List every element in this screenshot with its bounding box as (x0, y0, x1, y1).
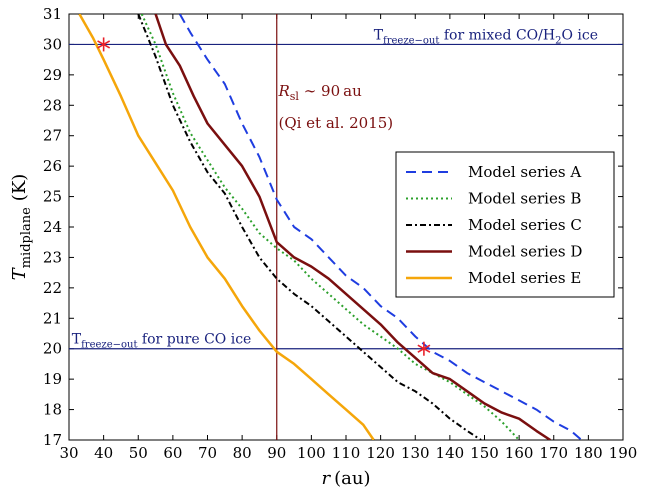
x-tick-label: 150 (470, 444, 499, 462)
y-tick-label: 31 (43, 5, 62, 23)
vline-label: Rsl ∼ 90 au (277, 82, 362, 103)
y-tick-label: 26 (43, 157, 62, 175)
x-tick-label: 40 (94, 444, 113, 462)
x-tick-label: 60 (163, 444, 182, 462)
y-tick-label: 28 (43, 96, 62, 114)
y-tick-label: 20 (43, 340, 62, 358)
hline-label-mixed: Tfreeze−out for mixed CO/H2O ice (374, 27, 598, 46)
vline-ref-label: (Qi et al. 2015) (278, 114, 393, 132)
x-tick-label: 100 (297, 444, 326, 462)
x-tick-label: 70 (198, 444, 217, 462)
y-tick-label: 27 (43, 127, 62, 145)
x-tick-label: 130 (401, 444, 430, 462)
axis-tick-labels: 30 40 50 60 70 80 90 100 110 120 130 140 150 160 170 18… (43, 5, 637, 462)
y-tick-label: 18 (43, 401, 62, 419)
y-axis-label: Tmidplane(K) (9, 174, 34, 281)
x-tick-label: 190 (609, 444, 638, 462)
y-tick-label: 21 (43, 309, 62, 327)
legend-label: Model series A (468, 163, 581, 181)
hline-label-pure: Tfreeze−out for pure CO ice (72, 332, 252, 351)
x-tick-label: 90 (267, 444, 286, 462)
y-tick-label: 25 (43, 188, 62, 206)
legend-label: Model series B (468, 190, 581, 208)
markers (97, 37, 431, 356)
y-tick-label: 29 (43, 66, 62, 84)
reference-lines (69, 14, 623, 440)
x-axis-label: r (au) (322, 468, 371, 489)
x-tick-label: 80 (233, 444, 252, 462)
y-tick-label: 19 (43, 370, 62, 388)
series-line-a (178, 14, 583, 440)
star-marker (97, 37, 111, 52)
series-line-c (137, 14, 482, 440)
legend: Model series A Model series B Model series… (395, 151, 615, 298)
y-tick-label: 22 (43, 279, 62, 297)
y-tick-label: 17 (43, 431, 62, 449)
x-tick-label: 180 (574, 444, 603, 462)
series-line-d (154, 14, 551, 440)
series-lines (78, 14, 583, 440)
x-tick-label: 170 (539, 444, 568, 462)
series-line-b (140, 14, 520, 440)
y-tick-label: 24 (43, 218, 62, 236)
x-tick-label: 50 (129, 444, 148, 462)
series-line-e (78, 14, 375, 440)
reference-labels: Tfreeze−out for mixed CO/H2O ice Tfreeze−… (72, 27, 598, 350)
legend-label: Model series C (468, 216, 582, 234)
x-tick-label: 30 (59, 444, 78, 462)
y-tick-label: 30 (43, 35, 62, 53)
x-tick-label: 110 (332, 444, 361, 462)
y-tick-label: 23 (43, 248, 62, 266)
star-marker (417, 341, 431, 356)
x-tick-label: 140 (436, 444, 465, 462)
x-tick-label: 160 (505, 444, 534, 462)
legend-label: Model series D (468, 243, 582, 261)
x-tick-label: 120 (366, 444, 395, 462)
legend-label: Model series E (468, 269, 581, 287)
legend-box (395, 151, 615, 298)
